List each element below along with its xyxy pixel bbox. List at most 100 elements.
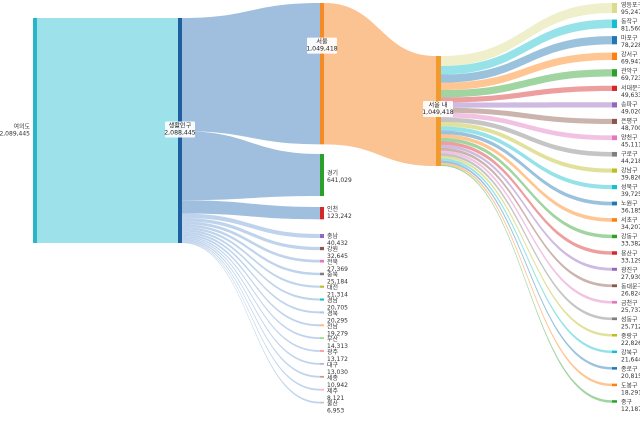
node-district-item-13 bbox=[612, 218, 617, 222]
link-district-item-10 bbox=[441, 122, 612, 173]
link-population-item-7 bbox=[182, 227, 320, 288]
link-district-item-6 bbox=[441, 102, 612, 108]
node-region-item-4 bbox=[320, 246, 324, 251]
label-region-item-14: 세종 10,942 bbox=[327, 374, 348, 389]
label-region-item-11: 부산 14,313 bbox=[327, 335, 348, 350]
label-district-item-16: 광진구 27,930 bbox=[621, 266, 640, 281]
node-region-item-13 bbox=[320, 363, 324, 365]
node-region-item-14 bbox=[320, 375, 324, 378]
label-district-item-3: 강서구 69,947 bbox=[621, 51, 640, 66]
label-region-item-0: 서울 1,049,418 bbox=[306, 38, 338, 53]
label-region-item-15: 제주 8,121 bbox=[327, 387, 344, 402]
link-district-item-14 bbox=[441, 137, 612, 239]
label-district-item-20: 중랑구 22,826 bbox=[621, 333, 640, 347]
node-district-item-23 bbox=[612, 383, 617, 387]
label-district-item-10: 강남구 39,826 bbox=[621, 167, 640, 182]
label-population: 생활인구 2,088,445 bbox=[164, 122, 196, 137]
label-region-item-13: 대구 13,030 bbox=[327, 361, 348, 376]
link-district-item-5 bbox=[441, 85, 612, 103]
link-seoul-internal bbox=[324, 3, 436, 166]
label-district-item-17: 동대문구26,824 bbox=[621, 282, 640, 297]
label-district-item-14: 강동구 33,382 bbox=[621, 233, 640, 248]
link-district-item-0 bbox=[441, 3, 612, 66]
node-district-item-3 bbox=[612, 52, 617, 60]
label-source: 여의도 2,089,445 bbox=[0, 123, 30, 138]
link-population-item-8 bbox=[182, 229, 320, 301]
links-seoul-to-districts bbox=[324, 3, 612, 403]
link-district-item-12 bbox=[441, 130, 612, 206]
label-district-item-7: 은평구 48,700 bbox=[621, 117, 640, 132]
label-population-bg bbox=[165, 121, 195, 138]
link-district-item-17 bbox=[441, 147, 612, 288]
link-district-item-2 bbox=[441, 36, 612, 83]
link-population-item-3 bbox=[182, 213, 320, 239]
link-population-item-13 bbox=[182, 238, 320, 365]
link-source-population bbox=[37, 18, 178, 243]
label-district-item-15: 용산구 33,129 bbox=[621, 249, 640, 264]
node-region-item-1 bbox=[320, 154, 324, 197]
label-region-item-9: 경북 20,295 bbox=[327, 310, 348, 324]
link-population-item-9 bbox=[182, 231, 320, 314]
link-population-item-16 bbox=[182, 242, 320, 404]
node-region-item-10 bbox=[320, 324, 324, 327]
link-district-item-21 bbox=[441, 158, 612, 354]
label-seoul-internal-bg bbox=[423, 101, 453, 117]
node-region-item-8 bbox=[320, 298, 324, 301]
node-region-item-3 bbox=[320, 234, 324, 239]
node-region-item-6 bbox=[320, 272, 324, 276]
link-district-item-4 bbox=[441, 69, 612, 98]
node-region-item-7 bbox=[320, 285, 324, 288]
link-district-item-8 bbox=[441, 112, 612, 141]
label-district-item-24: 중구 12,187 bbox=[621, 399, 640, 413]
label-region-item-16: 울산 6,953 bbox=[327, 400, 344, 415]
link-population-item-10 bbox=[182, 233, 320, 327]
node-region-item-11 bbox=[320, 337, 324, 339]
node-district-item-5 bbox=[612, 85, 617, 91]
label-district-item-1: 동작구 81,560 bbox=[621, 19, 640, 33]
label-region-item-8: 경남 20,705 bbox=[327, 297, 348, 312]
link-district-item-24 bbox=[441, 164, 612, 403]
node-source bbox=[33, 18, 37, 243]
link-population-item-6 bbox=[182, 224, 320, 276]
link-district-item-11 bbox=[441, 126, 612, 190]
label-district-item-13: 서초구 34,207 bbox=[621, 216, 640, 231]
links-population-to-regions bbox=[182, 3, 320, 404]
node-region-item-5 bbox=[320, 259, 324, 263]
label-district-item-23: 도봉구 18,291 bbox=[621, 382, 640, 397]
link-district-item-16 bbox=[441, 144, 612, 271]
label-seoul-internal: 서울 내 1,049,418 bbox=[422, 101, 454, 116]
label-district-item-12: 노원구 36,185 bbox=[621, 200, 640, 215]
link-population-item-4 bbox=[182, 217, 320, 251]
label-district-item-0: 영등포구95,247 bbox=[621, 1, 640, 16]
node-district-item-15 bbox=[612, 251, 617, 255]
node-district-item-24 bbox=[612, 400, 617, 403]
label-region-item-6: 충북 25,184 bbox=[327, 271, 348, 286]
link-district-item-19 bbox=[441, 153, 612, 321]
node-district-item-22 bbox=[612, 367, 617, 370]
label-region-item-0-bg bbox=[307, 37, 337, 54]
link-district-item-23 bbox=[441, 162, 612, 387]
node-district-item-17 bbox=[612, 284, 617, 288]
label-district-item-9: 구로구 44,218 bbox=[621, 151, 640, 165]
label-district-item-2: 마포구 78,228 bbox=[621, 34, 640, 49]
link-district-item-18 bbox=[441, 150, 612, 304]
node-district-item-4 bbox=[612, 69, 617, 77]
label-region-item-12: 광주 13,172 bbox=[327, 349, 348, 363]
link-population-item-5 bbox=[182, 221, 320, 263]
node-district-item-11 bbox=[612, 185, 617, 190]
label-region-item-1: 경기 641,029 bbox=[327, 169, 352, 184]
link-population-item-1 bbox=[182, 131, 320, 201]
link-population-item-0 bbox=[182, 3, 320, 145]
node-region-item-12 bbox=[320, 350, 324, 352]
label-region-item-10: 전남 19,279 bbox=[327, 322, 348, 337]
link-district-item-20 bbox=[441, 155, 612, 337]
label-district-item-8: 양천구 45,111 bbox=[621, 133, 640, 148]
node-district-item-10 bbox=[612, 168, 617, 173]
node-region-item-9 bbox=[320, 311, 324, 314]
link-population-item-11 bbox=[182, 235, 320, 339]
node-district-item-1 bbox=[612, 19, 617, 29]
node-district-item-12 bbox=[612, 201, 617, 206]
label-region-item-4: 강원 32,645 bbox=[327, 245, 348, 260]
label-district-item-11: 성북구 39,725 bbox=[621, 183, 640, 198]
